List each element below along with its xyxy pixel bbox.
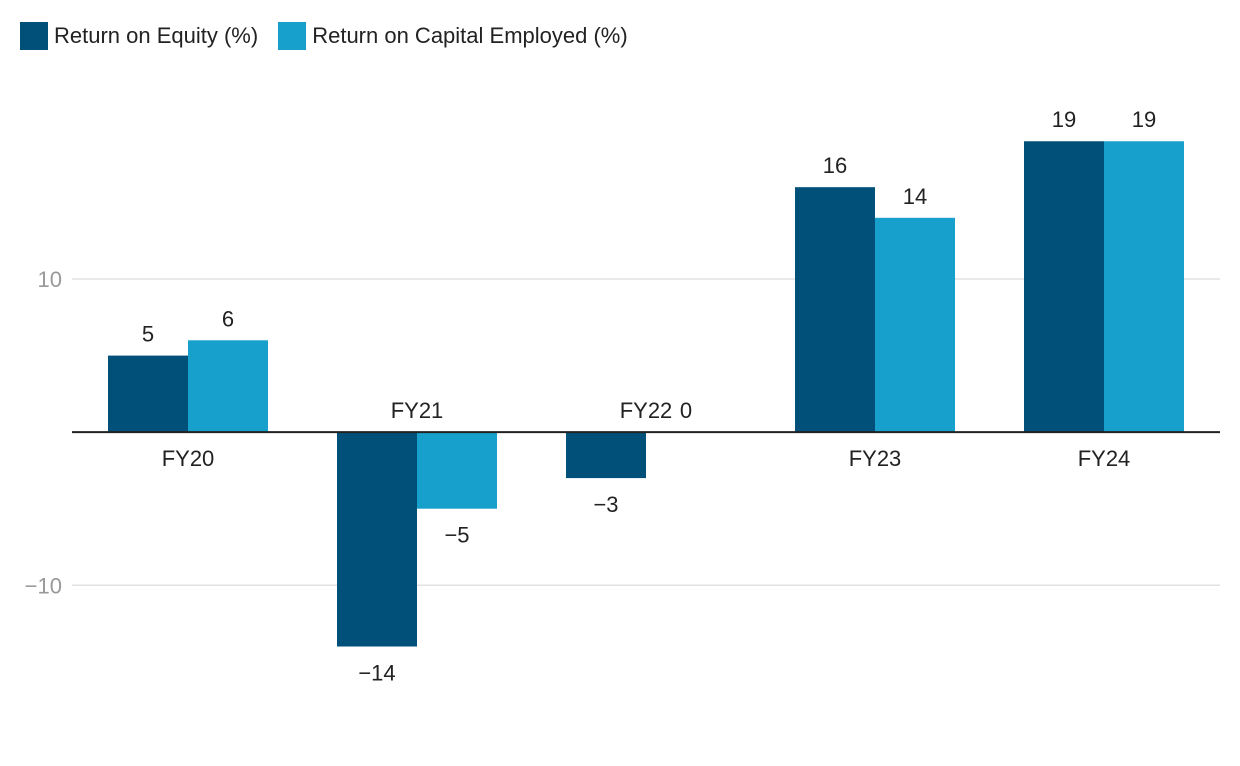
data-label-fy24-series-1: 19	[1132, 107, 1156, 132]
legend: Return on Equity (%) Return on Capital E…	[20, 22, 628, 50]
category-label-fy23: FY23	[849, 446, 902, 471]
data-label-fy20-series-1: 6	[222, 306, 234, 331]
bar-fy24-series-1	[1104, 141, 1184, 433]
data-label-fy21-series-1: −5	[444, 523, 469, 548]
bar-fy24-series-0	[1024, 141, 1104, 433]
bar-fy23-series-0	[795, 187, 875, 433]
legend-label-roce: Return on Capital Employed (%)	[312, 23, 628, 48]
bar-fy23-series-1	[875, 217, 955, 433]
data-label-fy23-series-1: 14	[903, 184, 927, 209]
bar-fy21-series-0	[337, 432, 417, 647]
y-axis-ticks: 10 −10	[25, 267, 62, 598]
category-label-fy20: FY20	[162, 446, 215, 471]
data-labels: 5 6 −14 −5 −3 0 16 14 19 19	[142, 107, 1156, 685]
bar-fy22-series-0	[566, 432, 646, 479]
bar-fy20-series-0	[108, 355, 188, 433]
data-label-fy23-series-0: 16	[823, 153, 847, 178]
legend-swatch-roe	[20, 22, 48, 50]
legend-swatch-roce	[278, 22, 307, 50]
category-label-fy24: FY24	[1078, 446, 1131, 471]
legend-item-roe: Return on Equity (%)	[20, 22, 258, 50]
bar-fy21-series-1	[417, 432, 497, 509]
data-label-fy20-series-0: 5	[142, 322, 154, 347]
category-label-fy22: FY22	[620, 398, 673, 423]
bars	[108, 141, 1184, 647]
data-label-fy22-series-0: −3	[593, 492, 618, 517]
category-label-fy21: FY21	[391, 398, 444, 423]
data-label-fy22-series-1: 0	[680, 398, 692, 423]
y-tick-label-0: 10	[38, 267, 62, 292]
legend-item-roce: Return on Capital Employed (%)	[278, 22, 628, 50]
y-tick-label-1: −10	[25, 573, 62, 598]
category-labels: FY20 FY21 FY22 FY23 FY24	[162, 398, 1131, 471]
data-label-fy24-series-0: 19	[1052, 107, 1076, 132]
data-label-fy21-series-0: −14	[358, 661, 395, 686]
legend-label-roe: Return on Equity (%)	[54, 23, 259, 48]
bar-fy20-series-1	[188, 340, 268, 433]
